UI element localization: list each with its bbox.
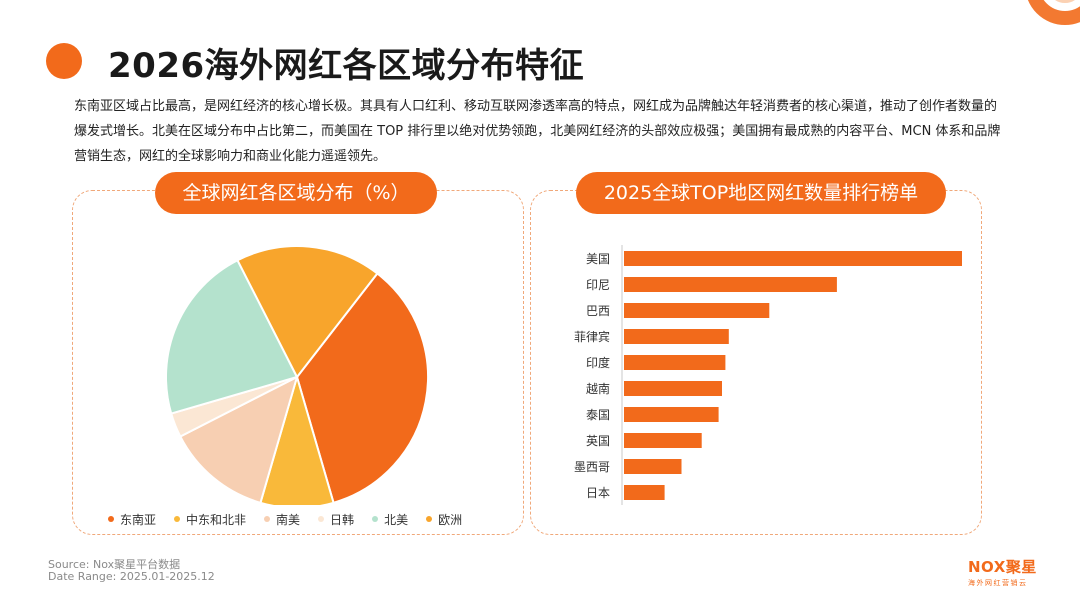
legend-item: 中东和北非 <box>174 511 246 527</box>
pie-chart-title: 全球网红各区域分布（%） <box>155 172 437 214</box>
brand-tagline: 海外网红营销云 <box>968 579 1028 587</box>
bar-chart-title: 2025全球TOP地区网红数量排行榜单 <box>576 172 946 214</box>
bar-category-label: 墨西哥 <box>574 460 610 474</box>
legend-item: 南美 <box>264 511 300 527</box>
corner-logo-decoration <box>1027 0 1080 25</box>
legend-label: 南美 <box>276 512 301 527</box>
bar-category-label: 泰国 <box>586 408 610 422</box>
bar-7 <box>624 433 702 448</box>
title-bullet-dot <box>46 43 82 79</box>
pie-slice-0 <box>295 272 429 505</box>
legend-item: 日韩 <box>318 511 354 527</box>
legend-swatch <box>264 516 271 522</box>
pie-slice-5 <box>236 245 379 379</box>
legend-label: 北美 <box>384 512 409 527</box>
legend-swatch <box>318 516 325 522</box>
source-note: Source: Nox聚星平台数据 <box>48 558 181 571</box>
pie-slice-4 <box>165 258 299 415</box>
bar-2 <box>624 303 770 318</box>
brand-name: NOX聚星 <box>968 558 1037 576</box>
bar-category-label: 印尼 <box>586 278 610 292</box>
legend-label: 中东和北非 <box>186 512 247 527</box>
bar-category-label: 巴西 <box>586 304 610 318</box>
bar-category-label: 菲律宾 <box>574 329 610 344</box>
legend-label: 欧洲 <box>438 512 463 527</box>
bar-9 <box>624 485 665 500</box>
page-title: 2026海外网红各区域分布特征 <box>108 46 585 86</box>
legend-label: 日韩 <box>330 512 355 527</box>
date-range-note: Date Range: 2025.01-2025.12 <box>48 570 215 583</box>
pie-chart <box>165 245 429 505</box>
bar-1 <box>624 277 837 292</box>
legend-item: 北美 <box>372 511 408 527</box>
bar-5 <box>624 381 722 396</box>
brand-logo: NOX聚星 海外网红营销云 <box>968 556 1046 588</box>
legend-swatch <box>426 516 433 522</box>
bar-8 <box>624 459 682 474</box>
bar-3 <box>624 329 729 344</box>
bar-category-label: 印度 <box>586 355 610 370</box>
legend-swatch <box>372 516 379 522</box>
legend-item: 欧洲 <box>426 511 462 527</box>
bar-category-label: 越南 <box>586 381 610 396</box>
page-description: 东南亚区域占比最高，是网红经济的核心增长极。其具有人口红利、移动互联网渗透率高的… <box>74 99 1001 164</box>
legend-swatch <box>174 516 181 522</box>
legend-item: 东南亚 <box>108 511 156 527</box>
bar-category-label: 美国 <box>586 252 610 266</box>
bar-category-label: 日本 <box>586 486 610 500</box>
legend-label: 东南亚 <box>120 512 157 527</box>
bar-6 <box>624 407 719 422</box>
bar-category-label: 英国 <box>586 434 610 448</box>
bar-0 <box>624 251 962 266</box>
legend-swatch <box>108 516 114 522</box>
bar-4 <box>624 355 726 370</box>
pie-legend: 东南亚 中东和北非 南美 日韩 北美 欧洲 <box>108 511 508 527</box>
pie-slice-2 <box>178 375 299 505</box>
